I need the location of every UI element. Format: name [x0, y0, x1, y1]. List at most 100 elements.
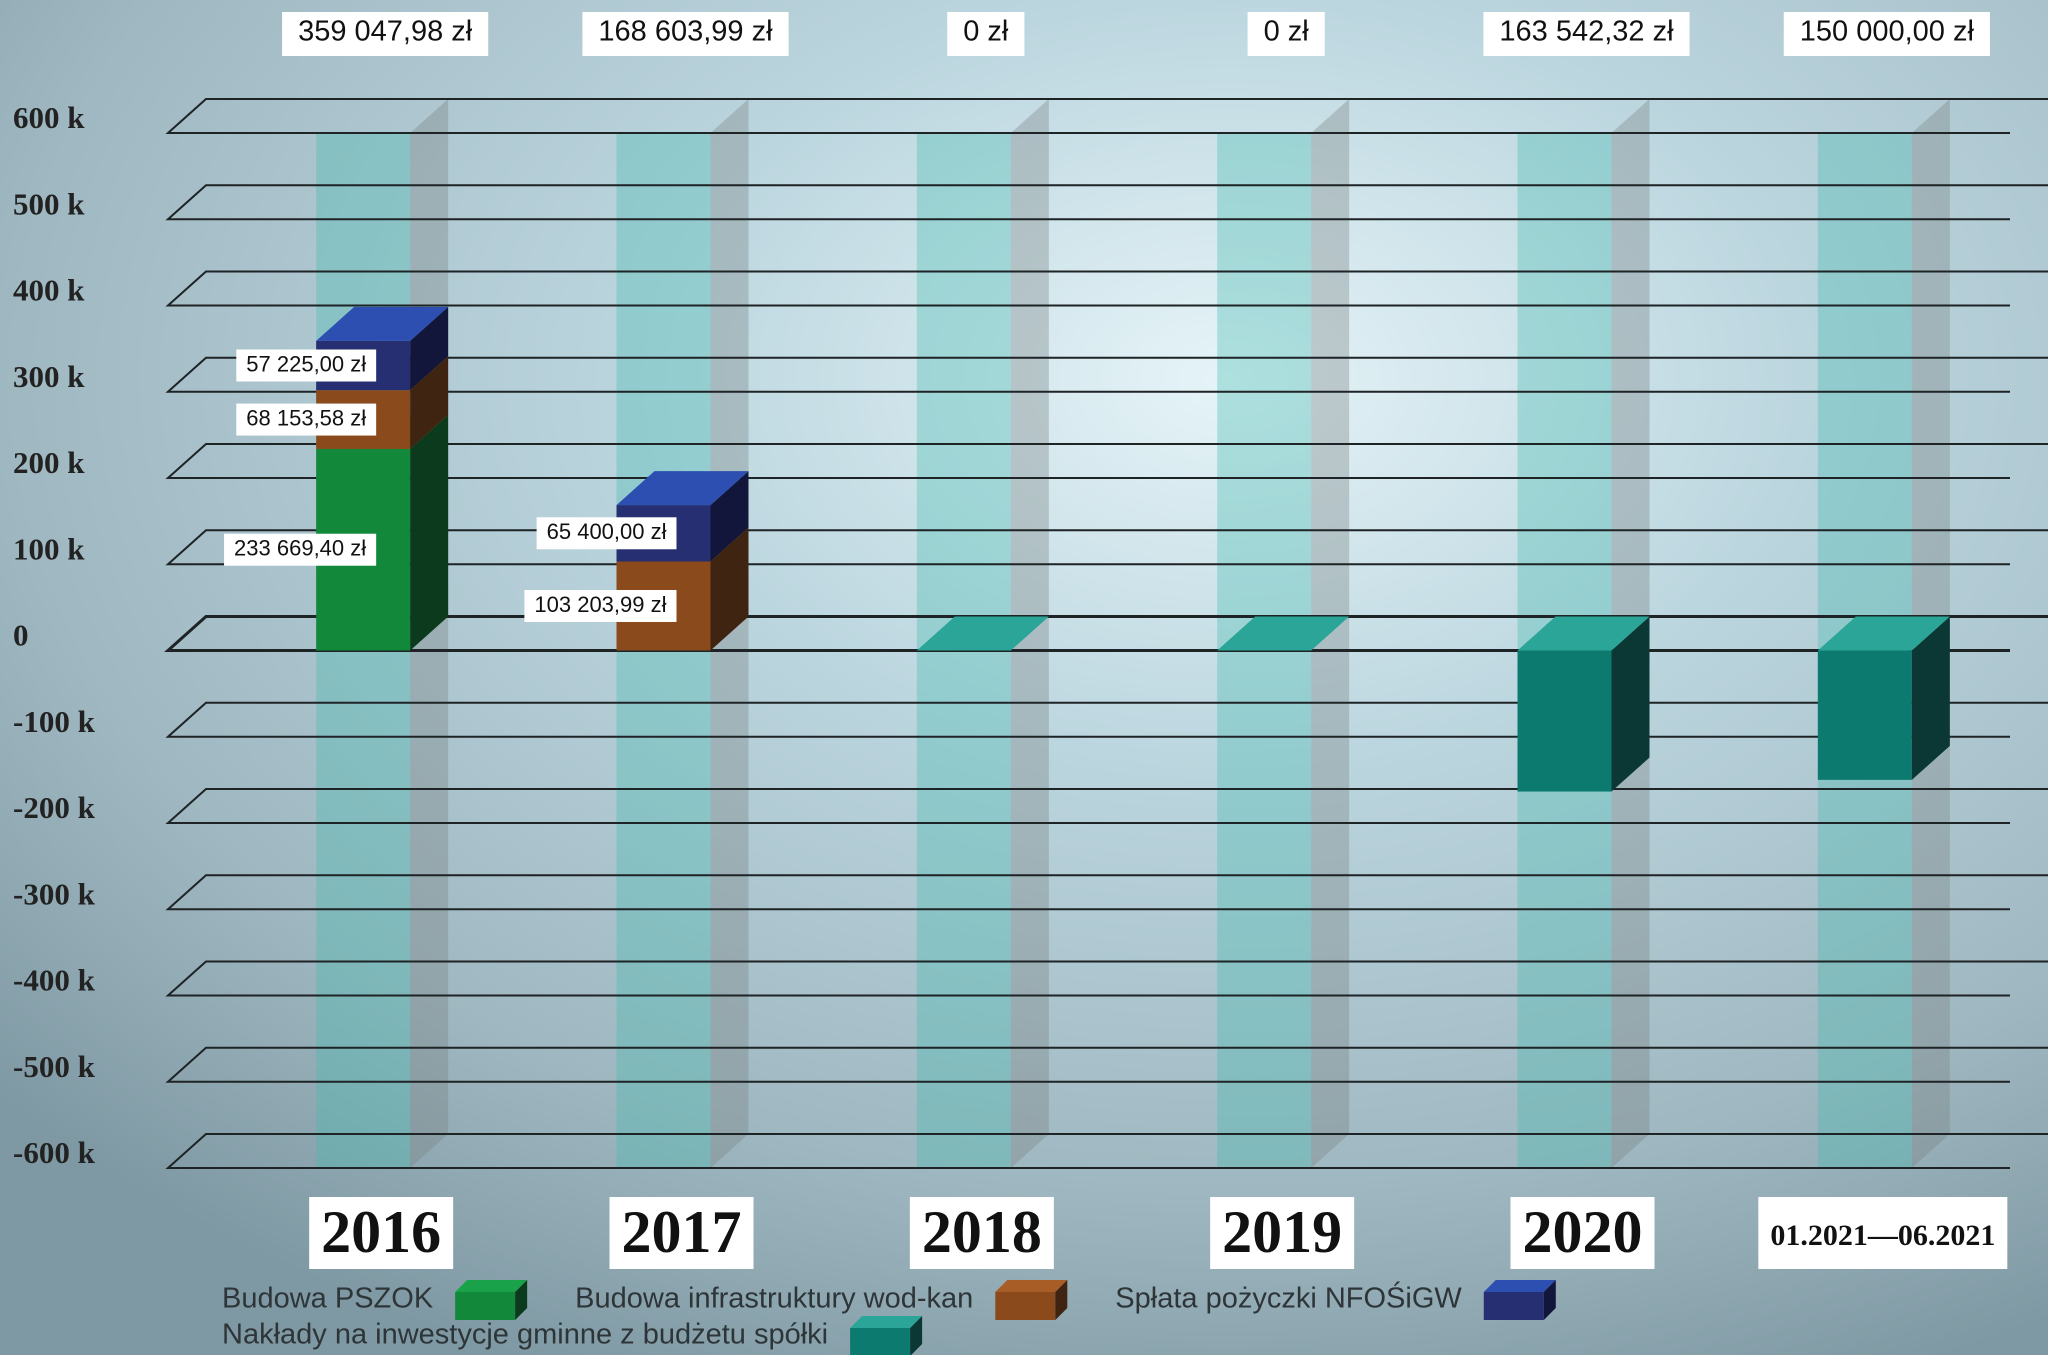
value-label-text: 57 225,00 zł [246, 351, 366, 376]
value-label-text: 233 669,40 zł [234, 536, 366, 561]
grid-line [165, 356, 2048, 393]
bar-top [916, 616, 1049, 651]
x-tick-label: 2018 [922, 1199, 1042, 1265]
bar-side [410, 306, 449, 391]
category-label-box [1758, 1197, 2008, 1269]
category-label: 01.2021—06.2021 [1758, 1197, 2008, 1269]
legend-swatch-front [1483, 1292, 1544, 1320]
total-label-text: 150 000,00 zł [1800, 16, 1975, 48]
category-label: 2019 [1210, 1197, 1355, 1269]
y-tick-label: 500 k [13, 186, 85, 221]
value-label-box [524, 589, 677, 622]
x-tick-label: 2020 [1523, 1199, 1643, 1265]
value-label: 233 669,40 zł [224, 533, 377, 566]
y-tick-label: -600 k [13, 1135, 96, 1170]
y-tick-label: -300 k [13, 876, 96, 911]
bar-side [710, 471, 749, 562]
total-label: 359 047,98 zł [282, 12, 489, 56]
legend-swatch-top [995, 1280, 1068, 1292]
category-label-box [1210, 1197, 1355, 1269]
total-label: 0 zł [1247, 12, 1325, 56]
column-backdrop-side [1010, 99, 1049, 1168]
y-tick-label: -100 k [13, 704, 96, 739]
value-label: 103 203,99 zł [524, 589, 677, 622]
category-label: 2018 [909, 1197, 1054, 1269]
category-label-box [609, 1197, 754, 1269]
legend-swatch-front [455, 1292, 516, 1320]
legend-swatch [455, 1280, 528, 1320]
legend-label: Nakłady na inwestycje gminne z budżetu s… [222, 1319, 828, 1351]
bars [316, 306, 1950, 792]
grid-line [165, 443, 2048, 479]
grid-line [165, 1046, 2048, 1083]
value-label-text: 68 153,58 zł [246, 405, 366, 430]
grid-line [165, 98, 2048, 134]
total-label: 0 zł [947, 12, 1025, 56]
legend-swatch [995, 1280, 1068, 1320]
bar-side [410, 356, 449, 449]
legend-swatch-top [850, 1316, 923, 1328]
category-label: 2020 [1510, 1197, 1655, 1269]
total-label-text: 168 603,99 zł [598, 16, 773, 48]
bar-top [616, 471, 749, 506]
bar-segment [1517, 650, 1612, 792]
y-tick-label: 200 k [13, 445, 85, 480]
bar-side [1911, 616, 1950, 780]
legend-swatch-top [455, 1280, 528, 1292]
category-label-box [309, 1197, 454, 1269]
y-tick-label: -400 k [13, 963, 96, 998]
total-label-box [1783, 12, 1990, 56]
bar-side [710, 527, 749, 651]
y-tick-label: 400 k [13, 273, 85, 308]
value-label: 57 225,00 zł [236, 349, 377, 382]
y-tick-label: -500 k [13, 1049, 96, 1084]
x-tick-label: 2019 [1222, 1199, 1342, 1265]
category-label: 2016 [309, 1197, 454, 1269]
total-label-text: 0 zł [963, 16, 1009, 48]
bar-segment [1817, 650, 1912, 780]
value-label: 65 400,00 zł [536, 517, 677, 550]
grid-line [165, 960, 2048, 997]
bar-top [316, 306, 449, 341]
category-label-box [1510, 1197, 1655, 1269]
category-label-box [909, 1197, 1054, 1269]
bar-top [1817, 616, 1950, 651]
bar-top [1517, 616, 1650, 651]
y-tick-label: 600 k [13, 100, 85, 135]
legend-swatch-front [850, 1328, 911, 1355]
legend-label: Budowa infrastruktury wod-kan [575, 1283, 973, 1315]
total-label-box [1483, 12, 1690, 56]
value-label-box [224, 533, 377, 566]
grid-line [165, 184, 2048, 221]
total-label-box [947, 12, 1025, 56]
total-label: 163 542,32 zł [1483, 12, 1690, 56]
total-label: 150 000,00 zł [1783, 12, 1990, 56]
legend-label: Spłata pożyczki NFOŚiGW [1115, 1281, 1462, 1315]
bar-top [1217, 616, 1350, 651]
value-label-text: 65 400,00 zł [547, 519, 667, 544]
value-label-box [236, 403, 377, 436]
total-label-text: 163 542,32 zł [1499, 16, 1674, 48]
x-tick-label: 2017 [622, 1199, 742, 1265]
bar-side [1611, 616, 1650, 792]
value-label-box [536, 517, 677, 550]
grid-line [165, 874, 2048, 911]
x-tick-label: 2016 [321, 1199, 441, 1265]
legend-label: Budowa PSZOK [222, 1283, 434, 1315]
y-tick-label: 300 k [13, 359, 85, 394]
y-tick-label: 100 k [13, 531, 85, 566]
bar-side [410, 414, 449, 651]
legend-swatch-side [1543, 1280, 1556, 1320]
total-label-box [582, 12, 789, 56]
legend-swatch-side [910, 1316, 923, 1355]
grid-line [165, 701, 2048, 738]
y-tick-label: -200 k [13, 790, 96, 825]
total-label-box [1247, 12, 1325, 56]
grid-line [165, 270, 2048, 307]
category-label: 2017 [609, 1197, 754, 1269]
grid-line [165, 1133, 2048, 1169]
legend-swatch-side [515, 1280, 528, 1320]
